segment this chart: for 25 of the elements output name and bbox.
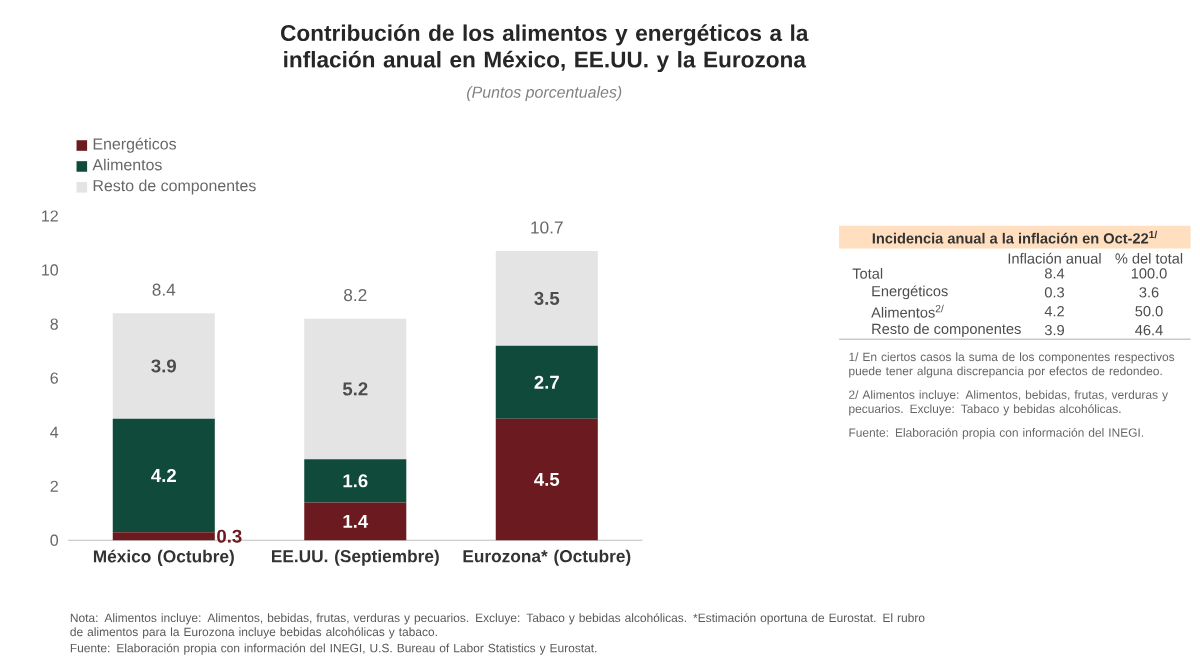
bar xyxy=(304,318,407,460)
bar xyxy=(495,418,598,541)
data-label: 1.4 xyxy=(343,514,369,528)
bar xyxy=(304,459,407,503)
data-label: 5.2 xyxy=(342,382,368,396)
total-label: 10.7 xyxy=(531,221,563,234)
chart-title: Contribución de los alimentos y energéticos a la inflación anual en México, EE.UU. y la Eurozona xyxy=(281,24,809,73)
bar xyxy=(112,418,215,533)
bar xyxy=(112,313,215,419)
data-label: 2.7 xyxy=(534,375,559,389)
data-label: 4.2 xyxy=(151,468,176,482)
total-label: 8.2 xyxy=(344,288,367,302)
data-label: 4.5 xyxy=(534,472,560,486)
x-tick-label: EE.UU. (Septiembre) xyxy=(272,549,439,566)
bar xyxy=(495,251,598,346)
bar xyxy=(304,502,407,541)
data-label: 3.5 xyxy=(534,291,560,305)
data-label: 0.3 xyxy=(217,529,242,543)
data-label: 1.6 xyxy=(343,474,368,488)
x-tick-label: México (Octubre) xyxy=(93,549,234,566)
bar xyxy=(112,532,215,541)
data-label: 3.9 xyxy=(151,359,176,373)
x-tick-label: Eurozona* (Octubre) xyxy=(463,549,631,566)
bar xyxy=(495,345,598,419)
total-label: 8.4 xyxy=(152,283,176,296)
